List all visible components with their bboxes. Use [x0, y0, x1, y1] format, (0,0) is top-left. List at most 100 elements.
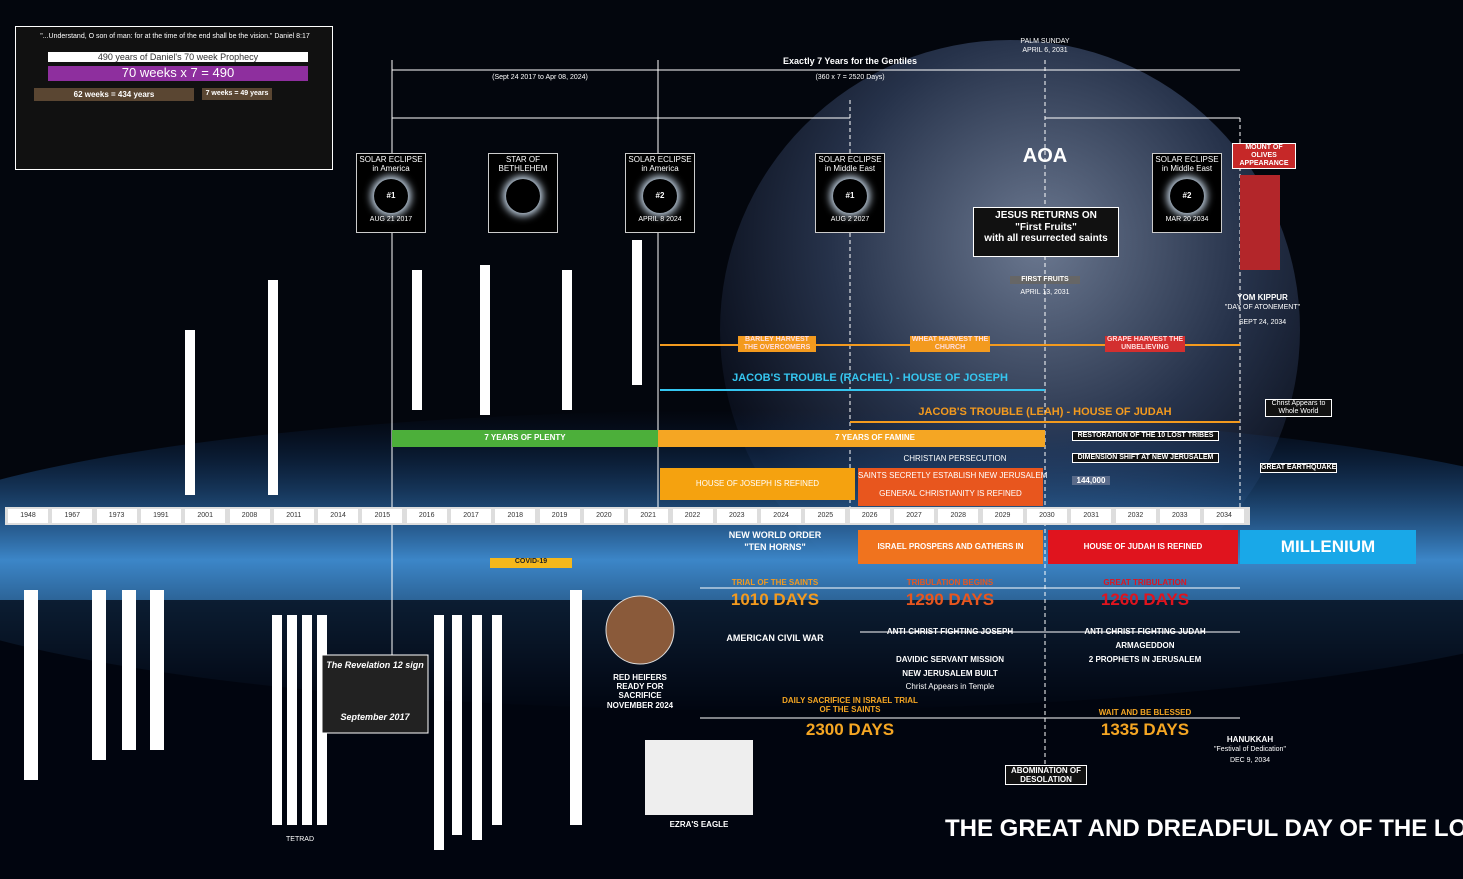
judah-refined: HOUSE OF JUDAH IS REFINED: [1048, 530, 1238, 564]
eclipse-sun: [506, 179, 540, 213]
year-cell: 2011: [274, 509, 314, 523]
event-bar: [302, 615, 312, 825]
year-cell: 2034: [1204, 509, 1244, 523]
millenium: MILLENIUM: [1240, 530, 1416, 564]
earthquake: GREAT EARTHQUAKE: [1260, 463, 1337, 473]
covid: COVID-19: [490, 558, 572, 566]
israel-prospers: ISRAEL PROSPERS AND GATHERS IN: [858, 530, 1043, 564]
year-cell: 1991: [141, 509, 181, 523]
event-bar: [434, 615, 444, 850]
event-bar: [452, 615, 462, 835]
ten-horns: "TEN HORNS": [700, 542, 850, 552]
eclipse-date: AUG 21 2017: [357, 216, 425, 223]
year-cell: 1973: [97, 509, 137, 523]
weeks-62: 62 weeks = 434 years: [34, 88, 194, 101]
infographic: "...Understand, O son of man: for at the…: [0, 0, 1463, 879]
year-cell: 2027: [894, 509, 934, 523]
aoa: AOA: [1005, 145, 1085, 168]
year-cell: 2001: [185, 509, 225, 523]
year-cell: 2024: [761, 509, 801, 523]
year-cell: 1948: [8, 509, 48, 523]
weeks-7: 7 weeks = 49 years: [202, 88, 272, 100]
event-bar: [472, 615, 482, 840]
eclipse-sun: #2: [1170, 179, 1204, 213]
eclipse-title: SOLAR ECLIPSE in Middle East: [816, 154, 884, 176]
temple: Christ Appears in Temple: [870, 682, 1030, 691]
famine: 7 YEARS OF FAMINE: [800, 433, 950, 442]
eclipse-title: SOLAR ECLIPSE in America: [357, 154, 425, 176]
d1260: 1260 DAYS: [1065, 590, 1225, 610]
returns-box: JESUS RETURNS ON"First Fruits"with all r…: [973, 207, 1119, 257]
event-bar: [185, 330, 195, 495]
wheat: WHEAT HARVEST THE CHURCH: [910, 336, 990, 352]
jacob-leah: JACOB'S TROUBLE (LEAH) - HOUSE OF JUDAH: [880, 406, 1210, 419]
sacrifice: DAILY SACRIFICE IN ISRAEL TRIAL OF THE S…: [780, 696, 920, 714]
plenty-dates: (Sept 24 2017 to Apr 08, 2024): [440, 74, 640, 82]
trib: TRIBULATION BEGINS: [870, 578, 1030, 587]
eclipse-box: STAR OF BETHLEHEM: [488, 153, 558, 233]
trial: TRIAL OF THE SAINTS: [700, 578, 850, 587]
ff-label: FIRST FRUITS: [1010, 276, 1080, 284]
ac-joseph: ANTI-CHRIST FIGHTING JOSEPH: [870, 627, 1030, 636]
ezra-image: [645, 740, 753, 815]
restoration: RESTORATION OF THE 10 LOST TRIBES: [1072, 431, 1219, 441]
yom-date: SEPT 24, 2034: [1215, 319, 1310, 327]
event-bar: [24, 590, 38, 780]
event-bar: [632, 240, 642, 385]
barley: BARLEY HARVEST THE OVERCOMERS: [738, 336, 816, 352]
ff-date: APRIL 13, 2031: [1000, 289, 1090, 297]
rev12: The Revelation 12 sign: [322, 660, 428, 670]
event-bar: [570, 590, 582, 825]
event-bar: [150, 590, 164, 750]
rev12-date: September 2017: [322, 712, 428, 722]
year-cell: 2017: [451, 509, 491, 523]
d1010: 1010 DAYS: [700, 590, 850, 610]
nj-built: NEW JERUSALEM BUILT: [870, 669, 1030, 678]
year-cell: 2030: [1027, 509, 1067, 523]
eclipse-sun: #2: [643, 179, 677, 213]
year-cell: 2025: [805, 509, 845, 523]
event-bar: [480, 265, 490, 415]
ac-judah: ANTI-CHRIST FIGHTING JUDAH: [1065, 627, 1225, 636]
year-cell: 2019: [540, 509, 580, 523]
event-bar: [268, 280, 278, 495]
year-cell: 2008: [230, 509, 270, 523]
tetrad: TETRAD: [270, 836, 330, 844]
prophets: 2 PROPHETS IN JERUSALEM: [1065, 655, 1225, 664]
d2300: 2300 DAYS: [780, 720, 920, 740]
grape: GRAPE HARVEST THE UNBELIEVING: [1105, 336, 1185, 352]
event-bar: [272, 615, 282, 825]
event-bar: [412, 270, 422, 410]
great-trib: GREAT TRIBULATION: [1065, 578, 1225, 587]
year-cell: 2033: [1160, 509, 1200, 523]
year-cell: 2018: [495, 509, 535, 523]
first-fruits-quote: "First Fruits": [1015, 222, 1077, 233]
ezra: EZRA'S EAGLE: [645, 820, 753, 829]
christ-image: [1240, 175, 1280, 270]
n144: 144,000: [1072, 476, 1110, 485]
hanukkah-date: DEC 9, 2034: [1195, 757, 1305, 765]
year-cell: 2028: [938, 509, 978, 523]
christianity-refined: GENERAL CHRISTIANITY IS REFINED: [879, 489, 1022, 498]
gentiles-span: Exactly 7 Years for the Gentiles: [700, 56, 1000, 66]
persecution: CHRISTIAN PERSECUTION: [880, 454, 1030, 463]
eclipse-sun: #1: [833, 179, 867, 213]
returns: JESUS RETURNS ON: [995, 210, 1097, 221]
eclipse-date: APRIL 8 2024: [626, 216, 694, 223]
plenty: 7 YEARS OF PLENTY: [392, 433, 658, 442]
christ-appears: Christ Appears to Whole World: [1265, 399, 1332, 417]
civil-war: AMERICAN CIVIL WAR: [700, 633, 850, 643]
formula: 70 weeks x 7 = 490: [48, 66, 308, 81]
palm-sunday: PALM SUNDAY: [995, 38, 1095, 46]
year-cell: 2016: [407, 509, 447, 523]
abomination: ABOMINATION OF DESOLATION: [1005, 765, 1087, 785]
year-cell: 2032: [1116, 509, 1156, 523]
year-cell: 2023: [717, 509, 757, 523]
quote: "...Understand, O son of man: for at the…: [30, 33, 320, 41]
year-cell: 1967: [52, 509, 92, 523]
year-cell: 2031: [1071, 509, 1111, 523]
